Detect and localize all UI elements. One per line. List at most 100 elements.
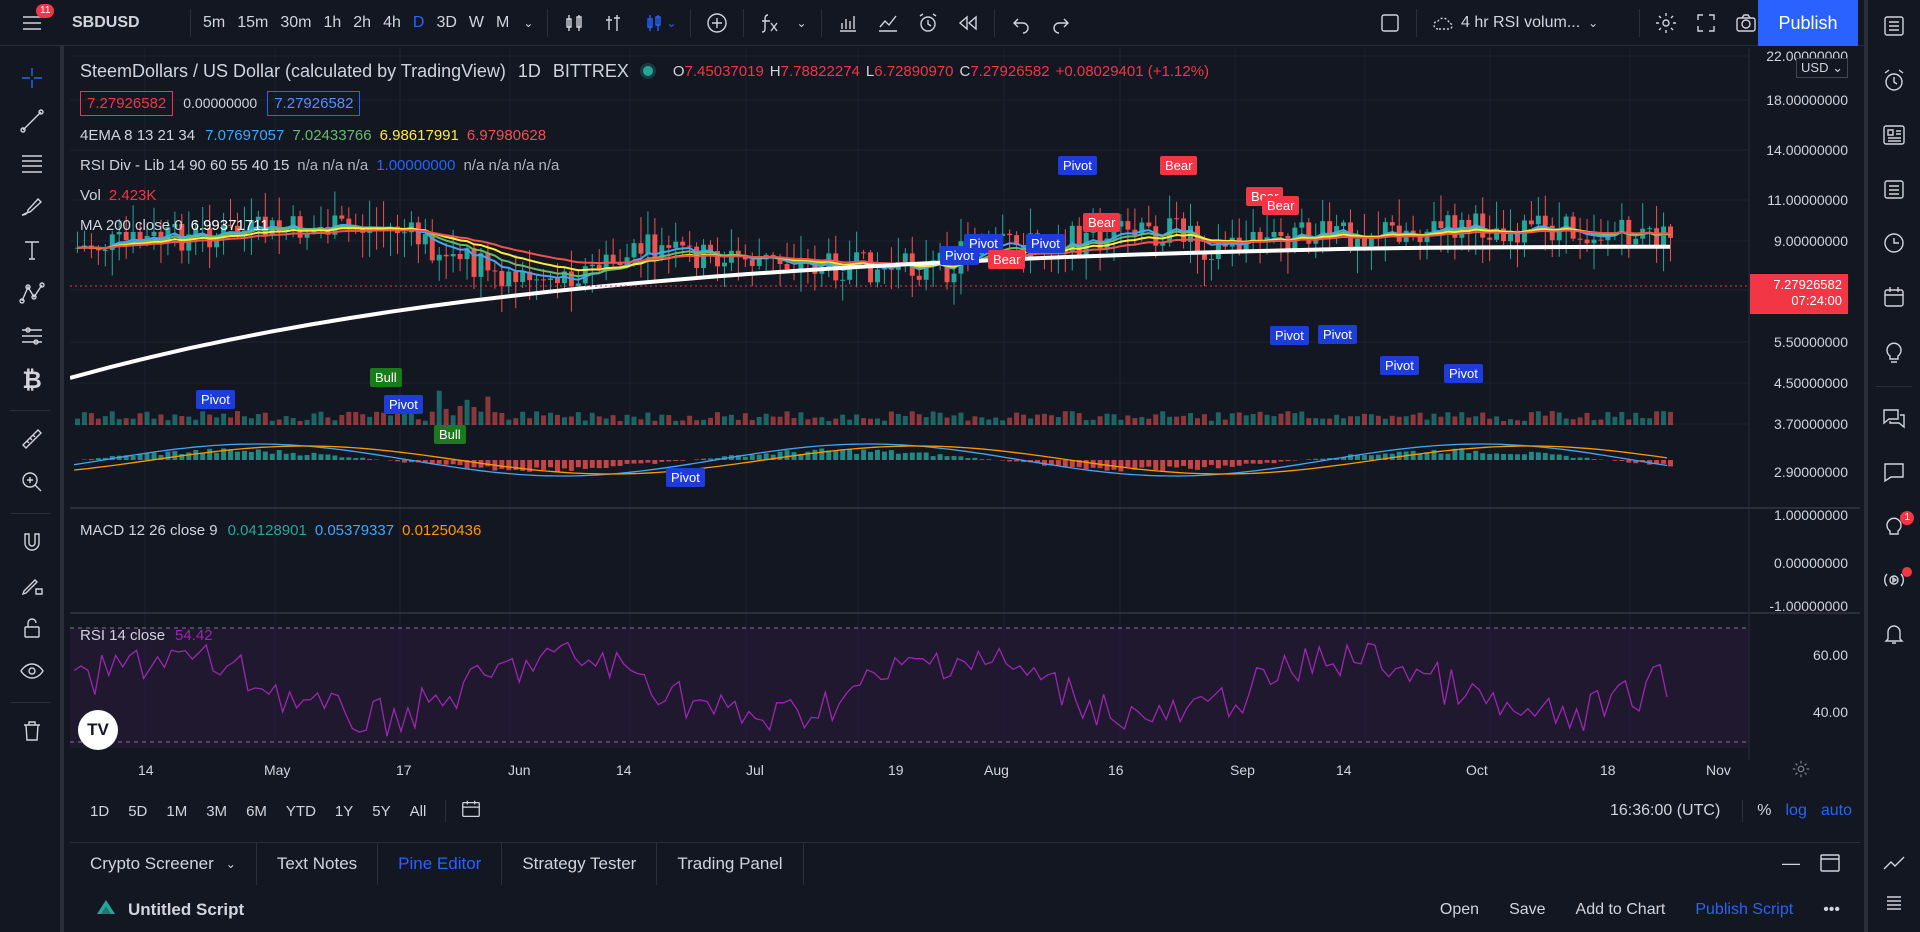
range-5d[interactable]: 5D: [128, 802, 148, 820]
data-window-button[interactable]: [1868, 110, 1920, 164]
more-button[interactable]: •••: [1823, 901, 1840, 919]
tab-strategy-tester[interactable]: Strategy Tester: [502, 842, 658, 885]
crosshair-tool[interactable]: [0, 58, 64, 101]
axis-settings-button[interactable]: [1790, 758, 1812, 784]
maximize-panel-button[interactable]: [1818, 851, 1842, 879]
alert-button[interactable]: [908, 0, 948, 46]
vol-name[interactable]: Vol: [80, 186, 101, 204]
pattern-tool[interactable]: [0, 273, 64, 316]
range-all[interactable]: All: [409, 802, 427, 820]
interval-2h[interactable]: 2h: [353, 13, 372, 31]
layout-selector[interactable]: 4 hr RSI volum... ⌄: [1423, 0, 1633, 46]
text-tool[interactable]: [0, 230, 64, 273]
symbol-search[interactable]: SBDUSD: [72, 13, 140, 31]
interval-3d[interactable]: 3D: [436, 13, 457, 31]
range-ytd[interactable]: YTD: [285, 802, 316, 820]
fib-tool[interactable]: [0, 144, 64, 187]
publish-button[interactable]: Publish: [1758, 0, 1858, 46]
snapshot-button[interactable]: [1726, 0, 1766, 46]
zoom-tool[interactable]: [0, 462, 64, 505]
trend-line-tool[interactable]: [0, 101, 64, 144]
candles-button[interactable]: [554, 0, 594, 46]
tradingview-logo[interactable]: TV: [78, 710, 118, 750]
interval-15m[interactable]: 15m: [237, 13, 269, 31]
range-1y[interactable]: 1Y: [334, 802, 354, 820]
interval-dropdown[interactable]: ⌄: [523, 15, 534, 30]
menu-button[interactable]: 11: [0, 0, 64, 46]
measure-tool[interactable]: [0, 419, 64, 462]
range-1m[interactable]: 1M: [166, 802, 188, 820]
dom-button[interactable]: [1868, 838, 1920, 892]
prediction-tool[interactable]: [0, 316, 64, 359]
interval-30m[interactable]: 30m: [280, 13, 312, 31]
script-title[interactable]: Untitled Script: [128, 900, 245, 919]
brush-tool[interactable]: [0, 187, 64, 230]
crypto-tool[interactable]: ₿: [0, 359, 64, 402]
interval-5m[interactable]: 5m: [203, 13, 226, 31]
streams-button[interactable]: 1: [1868, 501, 1920, 555]
fullscreen-chart-button[interactable]: [1370, 0, 1410, 46]
ideas-stream-button[interactable]: [1868, 326, 1920, 380]
visibility-tool[interactable]: [0, 651, 64, 694]
redo-button[interactable]: [1041, 0, 1081, 46]
macd-name[interactable]: MACD 12 26 close 9: [80, 521, 218, 539]
range-3m[interactable]: 3M: [206, 802, 228, 820]
percent-toggle[interactable]: %: [1757, 802, 1772, 819]
chart-canvas[interactable]: [70, 48, 1860, 760]
settings-button[interactable]: [1646, 0, 1686, 46]
tab-pine-editor[interactable]: Pine Editor: [378, 842, 503, 885]
hotlist-button[interactable]: [1868, 272, 1920, 326]
interval-m[interactable]: M: [496, 13, 510, 31]
ideas-button[interactable]: [868, 0, 908, 46]
date-range-button[interactable]: [460, 798, 482, 824]
lock-tool[interactable]: [0, 608, 64, 651]
broadcast-button[interactable]: [1868, 555, 1920, 609]
chart-type-button[interactable]: ⌄: [634, 0, 684, 46]
tab-trading-panel[interactable]: Trading Panel: [657, 842, 804, 885]
symbol-title[interactable]: SteemDollars / US Dollar (calculated by …: [80, 60, 506, 81]
interval-1h[interactable]: 1h: [323, 13, 342, 31]
undo-button[interactable]: [1001, 0, 1041, 46]
ma-name[interactable]: MA 200 close 0: [80, 216, 183, 234]
watchlist-button[interactable]: [1868, 0, 1920, 56]
financials-button[interactable]: [828, 0, 868, 46]
currency-selector[interactable]: USD ⌄: [1796, 58, 1848, 78]
remove-drawings-tool[interactable]: [0, 711, 64, 754]
save-script-button[interactable]: Save: [1509, 901, 1546, 918]
range-6m[interactable]: 6M: [246, 802, 267, 820]
news-button[interactable]: [1868, 164, 1920, 218]
range-5y[interactable]: 5Y: [372, 802, 391, 820]
private-chat-button[interactable]: [1868, 447, 1920, 501]
log-toggle[interactable]: log: [1785, 802, 1807, 819]
magnet-tool[interactable]: [0, 522, 64, 565]
candle-body: [1542, 215, 1548, 226]
indicators-button[interactable]: ⌄: [750, 0, 814, 46]
auto-toggle[interactable]: auto: [1820, 802, 1852, 819]
publish-script-button[interactable]: Publish Script: [1695, 901, 1794, 918]
rsi-name[interactable]: RSI 14 close: [80, 626, 166, 644]
interval-d[interactable]: D: [412, 13, 425, 31]
bars-button[interactable]: [594, 0, 634, 46]
tab-crypto-screener[interactable]: Crypto Screener ⌄: [70, 842, 257, 885]
rsi-div-name[interactable]: RSI Div - Lib 14 90 60 55 40 15: [80, 156, 290, 174]
add-to-chart-button[interactable]: Add to Chart: [1575, 901, 1666, 918]
fullscreen-button[interactable]: [1686, 0, 1726, 46]
panel-button[interactable]: [1868, 878, 1920, 932]
bid-price[interactable]: 7.27926582: [80, 90, 174, 116]
interval-4h[interactable]: 4h: [383, 13, 401, 31]
replay-button[interactable]: [948, 0, 988, 46]
chats-button[interactable]: [1868, 393, 1920, 447]
notifications-button[interactable]: [1868, 609, 1920, 663]
compare-button[interactable]: [697, 0, 737, 46]
open-script-button[interactable]: Open: [1439, 901, 1480, 918]
interval-w[interactable]: W: [468, 13, 484, 31]
tab-text-notes[interactable]: Text Notes: [257, 842, 379, 885]
ema-name[interactable]: 4EMA 8 13 21 34: [80, 126, 196, 144]
range-1d[interactable]: 1D: [90, 802, 110, 820]
utc-clock[interactable]: 16:36:00 (UTC): [1610, 802, 1721, 819]
minimize-panel-button[interactable]: —: [1782, 853, 1800, 874]
alerts-button[interactable]: [1868, 56, 1920, 110]
drawing-mode-tool[interactable]: [0, 565, 64, 608]
calendar-button[interactable]: [1868, 218, 1920, 272]
ask-price[interactable]: 7.27926582: [267, 90, 361, 116]
